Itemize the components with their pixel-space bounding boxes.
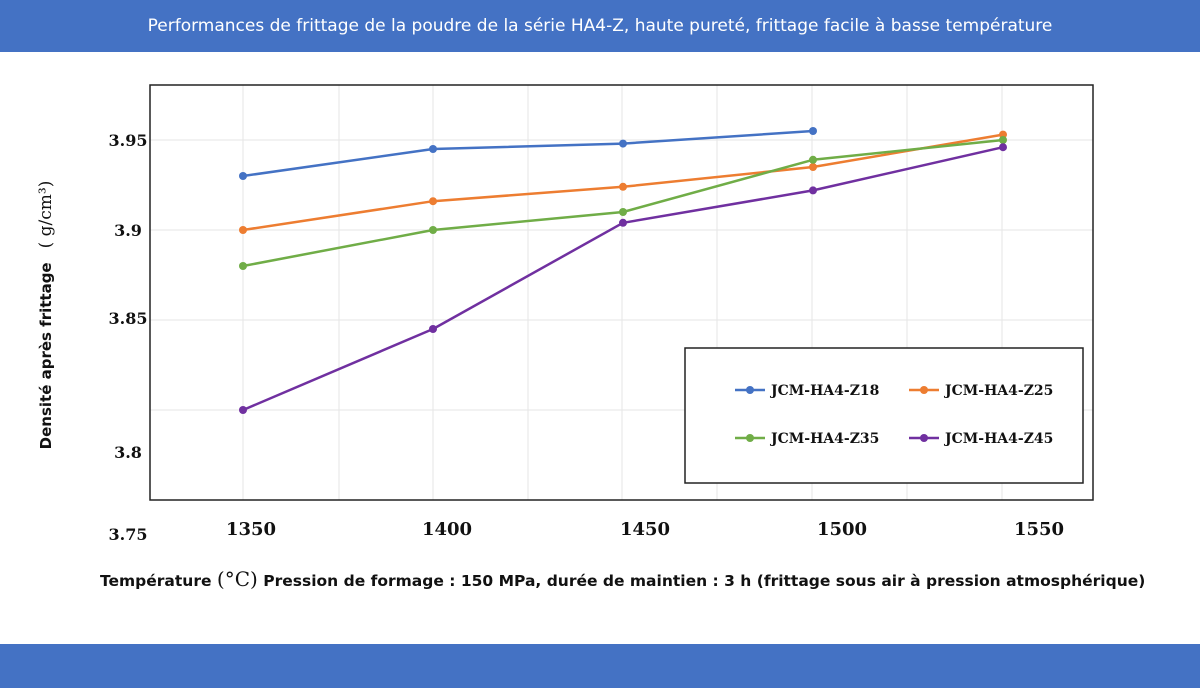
data-point-jcm-ha4-z25 — [239, 226, 247, 234]
data-point-jcm-ha4-z45 — [619, 218, 627, 227]
y-tick-label: 3.9 — [114, 221, 142, 240]
y-tick-label: 3.75 — [109, 525, 148, 544]
legend-swatch-marker — [746, 386, 754, 394]
x-axis-unit: (°C) — [216, 567, 258, 591]
data-point-jcm-ha4-z35 — [619, 208, 627, 216]
y-tick-label: 3.8 — [114, 443, 142, 462]
data-point-jcm-ha4-z25 — [809, 163, 817, 171]
chart-footer: Température (°C) Pression de formage : 1… — [100, 567, 1145, 591]
legend-swatch-marker — [920, 434, 928, 442]
footer-band — [0, 644, 1200, 688]
y-tick-label: 3.85 — [109, 309, 148, 328]
x-tick-label: 1450 — [620, 519, 670, 540]
y-tick-label: 3.95 — [109, 131, 148, 150]
x-tick-label: 1500 — [817, 519, 867, 540]
header-banner — [0, 0, 1200, 52]
banner-title: Performances de frittage de la poudre de… — [147, 16, 1053, 36]
y-axis-title: Densité après frittage — [37, 262, 55, 450]
legend-box — [684, 347, 1084, 484]
data-point-jcm-ha4-z35 — [239, 262, 247, 270]
conditions-note: Pression de formage : 150 MPa, durée de … — [263, 572, 1146, 590]
series-line-jcm-ha4-z18 — [242, 129, 814, 178]
x-tick-label: 1400 — [422, 519, 472, 540]
x-axis-label: Température — [100, 572, 212, 590]
legend-label: JCM-HA4-Z18 — [769, 383, 879, 399]
data-point-jcm-ha4-z25 — [619, 182, 627, 191]
legend-label: JCM-HA4-Z25 — [943, 383, 1053, 399]
plot-frame — [149, 84, 1094, 501]
y-axis-unit: ( g/cm³) — [36, 180, 56, 249]
data-point-jcm-ha4-z45 — [239, 406, 247, 414]
data-point-jcm-ha4-z45 — [809, 186, 817, 195]
legend-swatch-marker — [746, 434, 754, 442]
data-point-jcm-ha4-z45 — [429, 325, 437, 333]
legend-label: JCM-HA4-Z35 — [769, 431, 879, 447]
data-point-jcm-ha4-z18 — [239, 172, 247, 180]
x-tick-label: 1350 — [226, 519, 276, 540]
y-axis-label: Densité après frittage ( g/cm³) — [36, 181, 56, 450]
data-point-jcm-ha4-z18 — [429, 145, 437, 153]
data-point-jcm-ha4-z18 — [619, 139, 627, 148]
data-point-jcm-ha4-z35 — [999, 136, 1007, 144]
data-point-jcm-ha4-z18 — [809, 127, 817, 135]
legend-label: JCM-HA4-Z45 — [943, 431, 1053, 447]
data-point-jcm-ha4-z25 — [429, 197, 437, 206]
data-point-jcm-ha4-z35 — [429, 226, 437, 234]
data-point-jcm-ha4-z45 — [999, 143, 1007, 152]
data-point-jcm-ha4-z35 — [809, 155, 817, 164]
x-tick-label: 1550 — [1014, 519, 1064, 540]
legend-swatch-marker — [920, 386, 928, 394]
